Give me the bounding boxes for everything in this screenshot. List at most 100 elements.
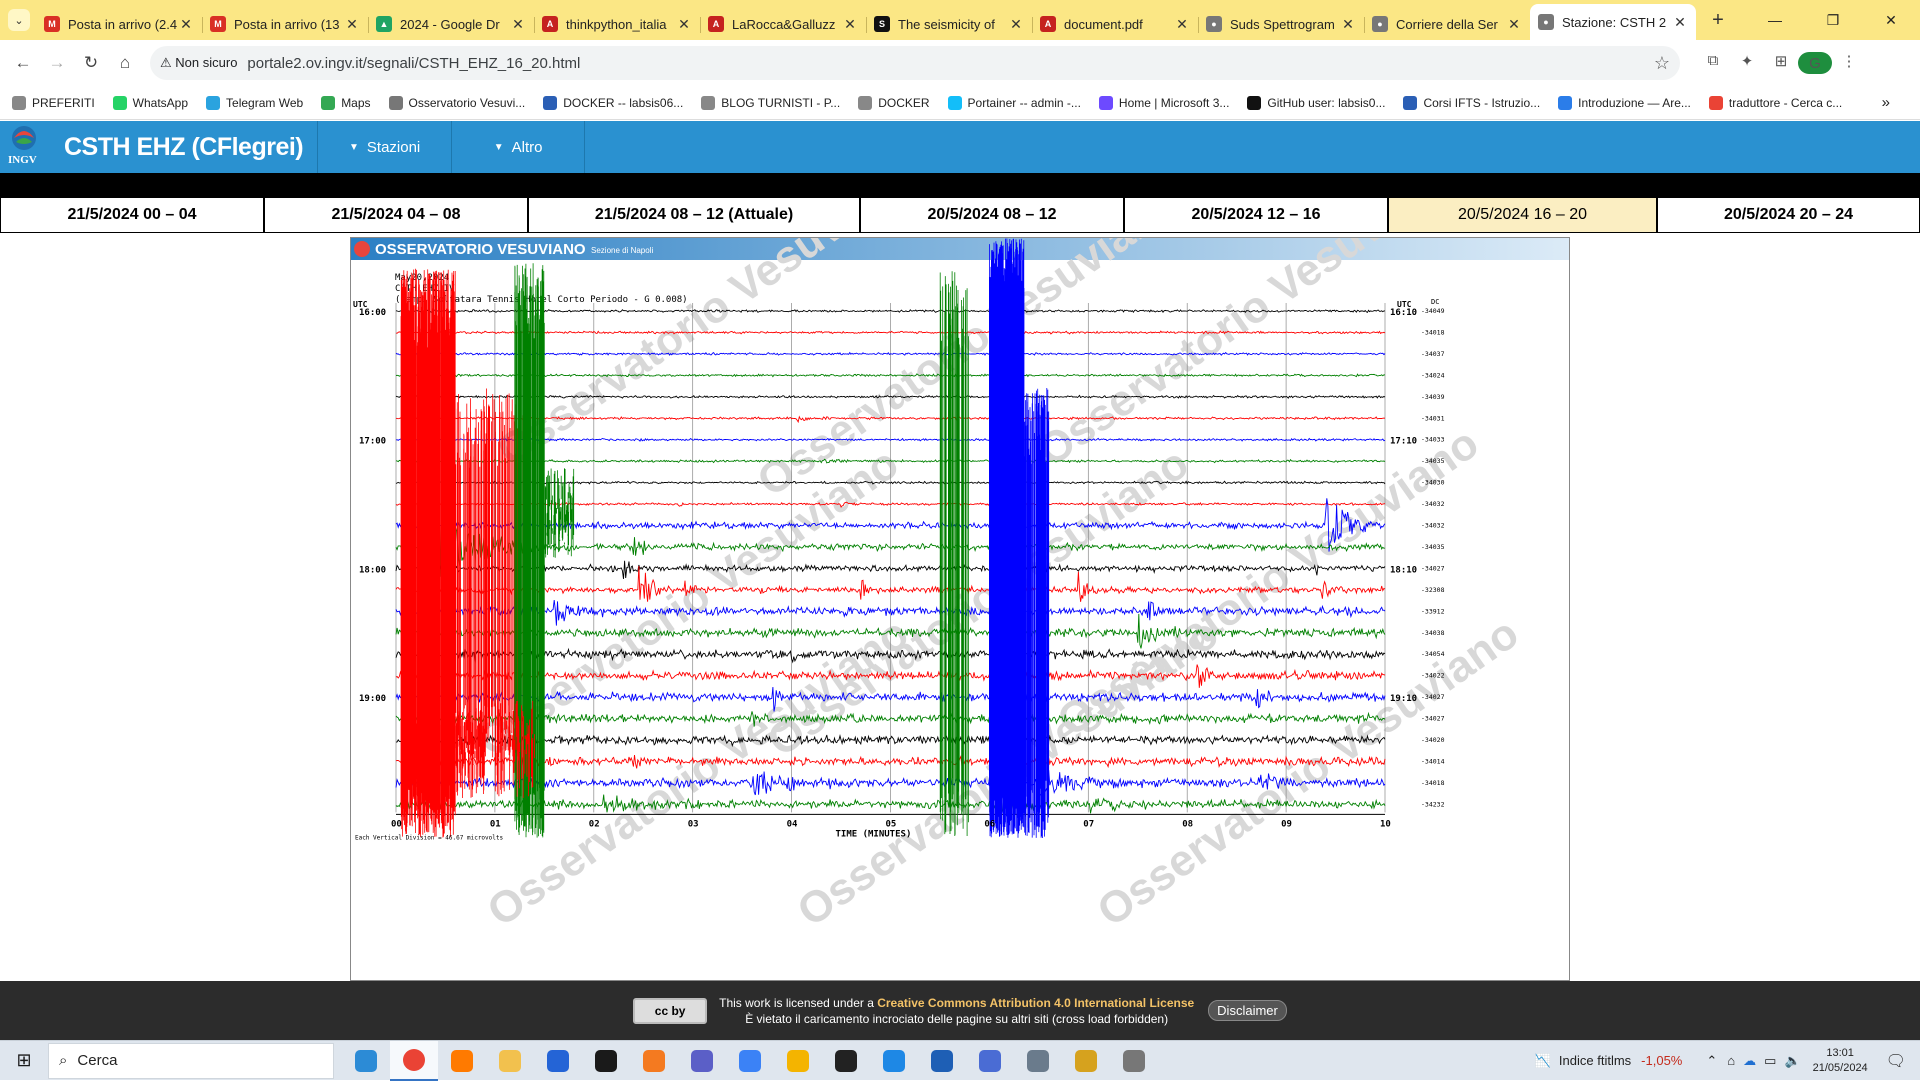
restore-button[interactable]: ❐	[1826, 11, 1840, 28]
tab-search-button[interactable]: ⌄	[8, 9, 30, 31]
tab-close-icon[interactable]: ✕	[844, 15, 856, 32]
clock[interactable]: 13:01 21/05/2024	[1813, 1046, 1868, 1076]
tab-close-icon[interactable]: ✕	[678, 15, 690, 32]
taskbar-app[interactable]	[822, 1041, 870, 1081]
time-tab[interactable]: 21/5/2024 04 – 08	[264, 197, 528, 233]
cc-license-badge[interactable]: cc by	[633, 997, 708, 1024]
tab-close-icon[interactable]: ✕	[180, 15, 192, 32]
tab-close-icon[interactable]: ✕	[512, 15, 524, 32]
bookmarks-overflow-icon[interactable]: »	[1881, 94, 1890, 111]
taskbar-app[interactable]	[582, 1041, 630, 1081]
browser-tab[interactable]: A LaRocca&Galluzz ✕	[700, 8, 866, 40]
browser-tab[interactable]: ● Stazione: CSTH 2 ✕	[1530, 4, 1696, 40]
bookmark-item[interactable]: Telegram Web	[206, 95, 303, 110]
time-tab[interactable]: 20/5/2024 20 – 24	[1657, 197, 1920, 233]
time-tab[interactable]: 20/5/2024 16 – 20	[1388, 197, 1657, 233]
disclaimer-button[interactable]: Disclaimer	[1208, 1000, 1287, 1021]
tab-close-icon[interactable]: ✕	[1674, 13, 1686, 30]
taskbar-app[interactable]	[774, 1041, 822, 1081]
ingv-logo[interactable]: INGV	[6, 124, 42, 170]
taskbar-app[interactable]	[630, 1041, 678, 1081]
tab-close-icon[interactable]: ✕	[346, 15, 358, 32]
browser-tab[interactable]: M Posta in arrivo (2.4 ✕	[36, 8, 202, 40]
back-button[interactable]: ←	[14, 53, 32, 72]
taskbar-app[interactable]	[1062, 1041, 1110, 1081]
network-icon[interactable]: ⌂	[1727, 1053, 1736, 1068]
taskbar-app[interactable]	[486, 1041, 534, 1081]
minimize-button[interactable]: —	[1768, 11, 1782, 28]
time-tab[interactable]: 20/5/2024 08 – 12	[860, 197, 1124, 233]
taskbar-app[interactable]	[438, 1041, 486, 1081]
volume-icon[interactable]: 🔈	[1784, 1052, 1801, 1068]
logo-text: INGV	[8, 154, 37, 166]
extension-counter-icon[interactable]: ⧉	[1707, 52, 1719, 69]
browser-tab[interactable]: M Posta in arrivo (13 ✕	[202, 8, 368, 40]
url-text[interactable]: portale2.ov.ingv.it/segnali/CSTH_EHZ_16_…	[247, 54, 581, 72]
menu-altro[interactable]: ▼ Altro	[451, 121, 586, 173]
close-window-button[interactable]: ✕	[1885, 11, 1897, 28]
taskbar-app[interactable]	[966, 1041, 1014, 1081]
browser-menu-icon[interactable]: ⋮	[1841, 53, 1857, 70]
stock-widget[interactable]: 📉 Indice ftitlms -1,05%	[1535, 1053, 1683, 1069]
trace-line	[395, 351, 1386, 356]
taskbar-search[interactable]: ⌕ Cerca	[48, 1042, 334, 1079]
taskbar-app[interactable]	[870, 1041, 918, 1081]
tray-overflow-icon[interactable]: ⌃	[1706, 1052, 1718, 1068]
right-utc-label: UTC	[1397, 300, 1412, 309]
bookmark-item[interactable]: DOCKER -- labsis06...	[543, 95, 683, 110]
extension-icon[interactable]: ✦	[1740, 53, 1754, 70]
bookmark-item[interactable]: BLOG TURNISTI - P...	[701, 95, 840, 110]
notifications-icon[interactable]: 🗨	[1885, 1052, 1906, 1070]
bookmark-item[interactable]: Portainer -- admin -...	[947, 95, 1081, 110]
new-tab-button[interactable]: +	[1712, 8, 1724, 31]
reload-button[interactable]: ↻	[83, 53, 99, 72]
taskbar-app[interactable]	[678, 1041, 726, 1081]
bookmark-item[interactable]: PREFERITI	[12, 95, 95, 110]
bookmark-star-icon[interactable]: ☆	[1653, 52, 1670, 73]
browser-tab[interactable]: ▲ 2024 - Google Dr ✕	[368, 8, 534, 40]
menu-stazioni[interactable]: ▼ Stazioni	[317, 121, 451, 173]
browser-tab[interactable]: ● Corriere della Ser ✕	[1364, 8, 1530, 40]
time-tab[interactable]: 21/5/2024 08 – 12 (Attuale)	[528, 197, 860, 233]
taskbar-app[interactable]	[1014, 1041, 1062, 1081]
taskbar-app[interactable]	[918, 1041, 966, 1081]
bookmark-item[interactable]: WhatsApp	[112, 95, 188, 110]
bookmark-item[interactable]: Introduzione — Are...	[1558, 95, 1691, 110]
not-secure-indicator[interactable]: ⚠ Non sicuro	[160, 55, 238, 70]
tab-close-icon[interactable]: ✕	[1010, 15, 1022, 32]
profile-button[interactable]: G	[1798, 52, 1832, 74]
forward-button[interactable]: →	[48, 53, 66, 72]
taskbar-app[interactable]	[1110, 1041, 1158, 1081]
display-icon[interactable]: ▭	[1764, 1052, 1777, 1068]
tab-close-icon[interactable]: ✕	[1508, 15, 1520, 32]
bookmark-item[interactable]: Maps	[321, 95, 371, 110]
taskbar-app[interactable]	[390, 1040, 438, 1081]
extensions-puzzle-icon[interactable]: ⊞	[1774, 53, 1788, 70]
file-explorer-icon	[499, 1049, 521, 1072]
tab-favicon-icon: ▲	[376, 16, 392, 32]
taskbar-app[interactable]	[534, 1041, 582, 1081]
browser-tab[interactable]: S The seismicity of ✕	[866, 8, 1032, 40]
tab-close-icon[interactable]: ✕	[1176, 15, 1188, 32]
bookmark-item[interactable]: DOCKER	[858, 95, 930, 110]
bookmark-item[interactable]: Osservatorio Vesuvi...	[388, 95, 525, 110]
browser-tab[interactable]: ● Suds Spettrogram ✕	[1198, 8, 1364, 40]
taskbar-app[interactable]	[726, 1041, 774, 1081]
time-tab[interactable]: 21/5/2024 00 – 04	[0, 197, 264, 233]
home-button[interactable]: ⌂	[119, 53, 131, 72]
bookmark-item[interactable]: GitHub user: labsis0...	[1247, 95, 1385, 110]
bookmark-item[interactable]: Home | Microsoft 3...	[1098, 95, 1229, 110]
start-button[interactable]: ⊞	[16, 1050, 32, 1070]
address-bar[interactable]: ⚠ Non sicuro portale2.ov.ingv.it/segnali…	[150, 46, 1680, 80]
tab-title: The seismicity of	[898, 16, 995, 32]
x-tick-label: 08	[1182, 819, 1193, 829]
cloud-icon[interactable]: ☁	[1743, 1052, 1757, 1068]
bookmark-item[interactable]: traduttore - Cerca c...	[1708, 95, 1842, 110]
time-tab[interactable]: 20/5/2024 12 – 16	[1124, 197, 1388, 233]
license-link[interactable]: Creative Commons Attribution 4.0 Interna…	[877, 995, 1195, 1010]
tab-close-icon[interactable]: ✕	[1342, 15, 1354, 32]
taskbar-app[interactable]	[342, 1041, 390, 1081]
bookmark-item[interactable]: Corsi IFTS - Istruzio...	[1403, 95, 1540, 110]
